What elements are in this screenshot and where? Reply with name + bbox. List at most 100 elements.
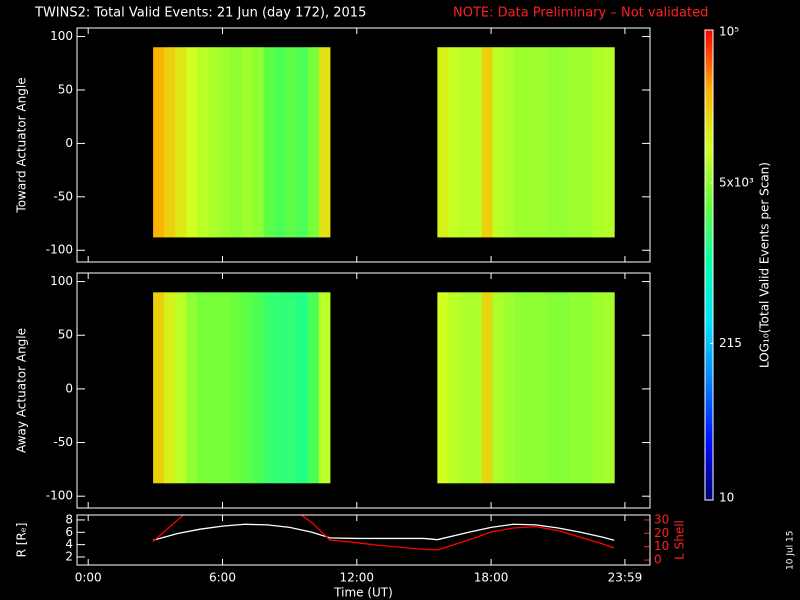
y-tick-label: 2	[65, 549, 73, 563]
heat-cell	[197, 47, 209, 238]
heat-cell	[263, 47, 276, 238]
heat-cell	[164, 47, 176, 238]
y-tick-label: 4	[65, 537, 73, 551]
heat-cell	[536, 47, 549, 238]
heat-cell	[525, 47, 538, 238]
heat-cell	[230, 47, 243, 238]
series-line	[152, 515, 615, 551]
heat-cell	[296, 292, 309, 484]
y-axis-label: Away Actuator Angle	[15, 328, 29, 453]
heat-cell	[437, 292, 449, 484]
heat-cell	[492, 47, 505, 238]
series-line	[152, 523, 615, 541]
heat-cell	[558, 47, 571, 238]
y-tick-label: 50	[58, 328, 73, 342]
heat-cell	[219, 47, 231, 238]
heat-cell	[186, 292, 198, 484]
heat-cell	[492, 292, 505, 484]
y2-tick-label: 10	[654, 539, 669, 553]
colorbar-tick-label: 10	[719, 491, 734, 505]
heat-cell	[592, 292, 604, 484]
chart-title: TWINS2: Total Valid Events: 21 Jun (day …	[34, 6, 366, 21]
heat-cell	[581, 292, 593, 484]
y-tick-label: 0	[65, 136, 73, 150]
x-tick-label: 12:00	[339, 571, 374, 585]
heat-cell	[197, 292, 209, 484]
heat-cell	[219, 292, 231, 484]
heat-cell	[525, 292, 538, 484]
x-tick-label: 0:00	[75, 571, 102, 585]
date-stamp: 10 Jul 15	[786, 531, 796, 571]
heat-cell	[274, 47, 287, 238]
heat-cell	[569, 47, 582, 238]
heat-cell	[307, 47, 320, 238]
heat-cell	[459, 47, 472, 238]
y2-tick-label: 0	[654, 553, 662, 567]
heat-cell	[175, 292, 187, 484]
heat-cell	[318, 47, 331, 238]
heat-cell	[285, 47, 298, 238]
heat-cell	[603, 47, 615, 238]
heat-cell	[448, 47, 460, 238]
y-tick-label: 100	[50, 29, 73, 43]
heat-cell	[481, 47, 494, 238]
heat-cell	[592, 47, 604, 238]
plot-frame	[76, 272, 651, 509]
y-axis-label: R [Rₑ]	[15, 523, 29, 558]
heat-cell	[514, 292, 527, 484]
plot-frame	[76, 27, 651, 263]
y-tick-label: 100	[50, 274, 73, 288]
heat-cell	[296, 47, 309, 238]
colorbar-label: LOG₁₀(Total Valid Events per Scan)	[758, 162, 772, 368]
colorbar-tick-label: 5x10³	[719, 175, 754, 189]
heat-cell	[536, 292, 549, 484]
note: NOTE: Data Preliminary – Not validated	[453, 6, 708, 21]
heat-cell	[153, 292, 165, 484]
y2-axis-label: L Shell	[673, 520, 687, 560]
heat-cell	[252, 292, 265, 484]
heat-cell	[547, 292, 560, 484]
heat-cell	[448, 292, 460, 484]
y-axis-label: Toward Actuator Angle	[15, 77, 29, 213]
heat-cell	[470, 47, 483, 238]
heat-cell	[208, 47, 220, 238]
heat-cell	[274, 292, 287, 484]
heat-cell	[252, 47, 265, 238]
y-tick-label: 0	[65, 381, 73, 395]
heat-cell	[263, 292, 276, 484]
heat-cell	[558, 292, 571, 484]
y-tick-label: -100	[46, 243, 73, 257]
heat-cell	[459, 292, 472, 484]
heat-cell	[230, 292, 243, 484]
heat-cell	[503, 47, 516, 238]
heat-cell	[569, 292, 582, 484]
heat-cell	[175, 47, 187, 238]
heat-cell	[241, 47, 254, 238]
y-tick-label: -50	[53, 435, 73, 449]
line-layer	[152, 515, 615, 551]
heat-cell	[470, 292, 483, 484]
heat-cell	[164, 292, 176, 484]
x-tick-label: 18:00	[474, 571, 509, 585]
heat-cell	[285, 292, 298, 484]
x-tick-label: 6:00	[209, 571, 236, 585]
heat-cell	[186, 47, 198, 238]
heat-cell	[437, 47, 449, 238]
y-tick-label: -50	[53, 189, 73, 203]
colorbar-tick-label: 215	[719, 336, 742, 350]
heat-cell	[481, 292, 494, 484]
plot-frame	[76, 514, 651, 566]
y-tick-label: 8	[65, 512, 73, 526]
y-tick-label: -100	[46, 489, 73, 503]
heat-cell	[581, 47, 593, 238]
heat-cell	[307, 292, 320, 484]
y2-tick-label: 20	[654, 526, 669, 540]
y2-tick-label: 30	[654, 512, 669, 526]
heat-cell	[503, 292, 516, 484]
heat-cell	[514, 47, 527, 238]
colorbar	[704, 29, 714, 501]
colorbar-tick-label: 10⁵	[719, 25, 739, 39]
y-tick-label: 50	[58, 82, 73, 96]
